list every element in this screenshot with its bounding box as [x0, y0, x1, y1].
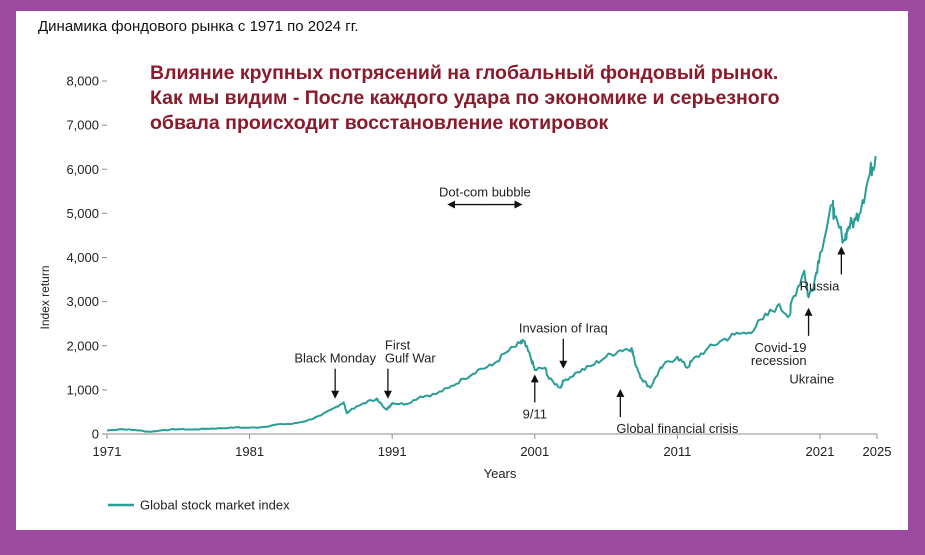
x-tick-label: 2025: [863, 444, 892, 459]
x-axis-title: Years: [484, 466, 517, 481]
headline-text: Влияние крупных потрясений на глобальный…: [150, 61, 890, 136]
x-tick-label: 2011: [663, 444, 691, 459]
x-tick-label: 2021: [806, 444, 835, 459]
x-tick-label: 1971: [93, 444, 122, 459]
annotation-label: Invasion of Iraq: [519, 321, 608, 336]
annotation-label: 9/11: [523, 406, 547, 421]
range-annotation-label: Dot-com bubble: [439, 185, 531, 200]
annotation-label: Russia: [800, 278, 841, 293]
y-tick-label: 6,000: [66, 162, 99, 177]
x-tick-label: 1981: [235, 444, 264, 459]
series-line-global-stock-market-index: [106, 155, 877, 433]
y-tick-label: 2,000: [66, 338, 99, 353]
annotation-label: Global financial crisis: [616, 421, 739, 436]
y-tick-label: 0: [92, 427, 99, 442]
chart-panel: Динамика фондового рынка с 1971 по 2024 …: [16, 11, 908, 530]
headline-line: обвала происходит восстановление котиров…: [150, 112, 609, 134]
annotation-label: Ukraine: [789, 371, 834, 386]
y-tick-label: 4,000: [66, 250, 99, 265]
y-tick-label: 1,000: [66, 382, 99, 397]
annotation-label: Gulf War: [385, 351, 436, 366]
annotation-label: First: [385, 338, 411, 353]
y-tick-label: 3,000: [66, 294, 99, 309]
y-tick-label: 8,000: [66, 74, 99, 89]
page-title: Динамика фондового рынка с 1971 по 2024 …: [38, 18, 359, 35]
annotation-label: recession: [751, 353, 807, 368]
headline-line: Как мы видим - После каждого удара по эк…: [150, 87, 780, 109]
x-tick-label: 1991: [378, 444, 407, 459]
y-axis-title: Index return: [38, 265, 52, 329]
headline-line: Влияние крупных потрясений на глобальный…: [150, 62, 779, 84]
x-tick-label: 2001: [520, 444, 549, 459]
y-tick-label: 5,000: [66, 206, 99, 221]
annotation-label: Black Monday: [294, 351, 376, 366]
y-tick-label: 7,000: [66, 118, 99, 133]
legend-label: Global stock market index: [140, 498, 290, 513]
annotation-label: Covid-19: [755, 340, 807, 355]
stock-index-chart: 0 1,000 2,000 3,000 4,000 5,000 6,000 7,000 8,00…: [38, 74, 892, 513]
